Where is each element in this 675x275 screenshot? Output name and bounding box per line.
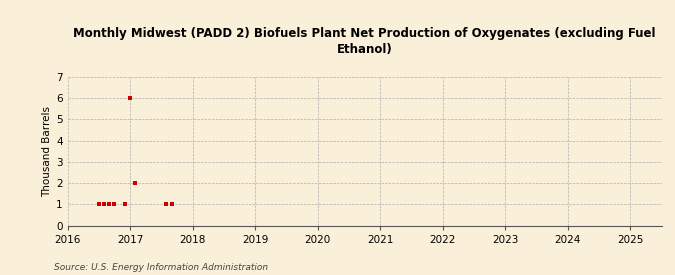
Point (104, 202, 115, 207)
Text: Monthly Midwest (PADD 2) Biofuels Plant Net Production of Oxygenates (excluding : Monthly Midwest (PADD 2) Biofuels Plant … (74, 28, 655, 56)
Point (119, 202, 130, 207)
Point (130, 181, 140, 185)
Point (166, 202, 177, 207)
Point (99, 202, 109, 207)
Point (161, 202, 172, 207)
Text: Source: U.S. Energy Information Administration: Source: U.S. Energy Information Administ… (54, 263, 268, 271)
Point (93, 202, 104, 207)
Y-axis label: Thousand Barrels: Thousand Barrels (42, 106, 52, 197)
Point (125, 96, 136, 100)
Point (109, 202, 119, 207)
